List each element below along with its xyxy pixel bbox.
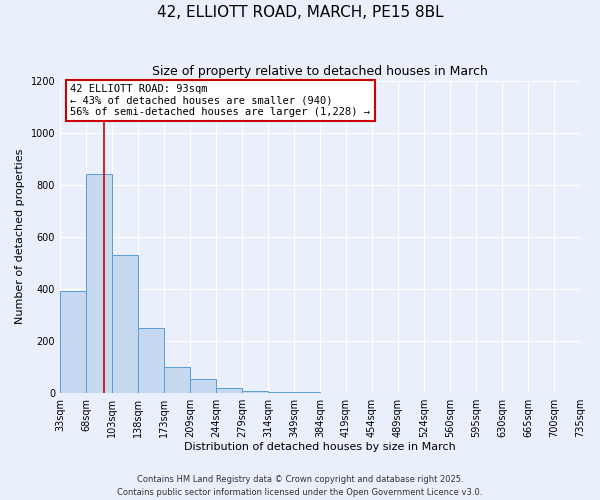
X-axis label: Distribution of detached houses by size in March: Distribution of detached houses by size … (184, 442, 456, 452)
Text: 42 ELLIOTT ROAD: 93sqm
← 43% of detached houses are smaller (940)
56% of semi-de: 42 ELLIOTT ROAD: 93sqm ← 43% of detached… (70, 84, 370, 117)
Bar (190, 379, 217, 392)
Bar (60, 292, 86, 392)
Bar (242, 390, 268, 392)
Bar (86, 174, 112, 392)
Y-axis label: Number of detached properties: Number of detached properties (15, 149, 25, 324)
Bar (164, 368, 190, 392)
Title: Size of property relative to detached houses in March: Size of property relative to detached ho… (152, 65, 488, 78)
Bar (138, 328, 164, 392)
Text: Contains HM Land Registry data © Crown copyright and database right 2025.
Contai: Contains HM Land Registry data © Crown c… (118, 476, 482, 497)
Bar (217, 388, 242, 392)
Text: 42, ELLIOTT ROAD, MARCH, PE15 8BL: 42, ELLIOTT ROAD, MARCH, PE15 8BL (157, 5, 443, 20)
Bar (112, 255, 138, 392)
